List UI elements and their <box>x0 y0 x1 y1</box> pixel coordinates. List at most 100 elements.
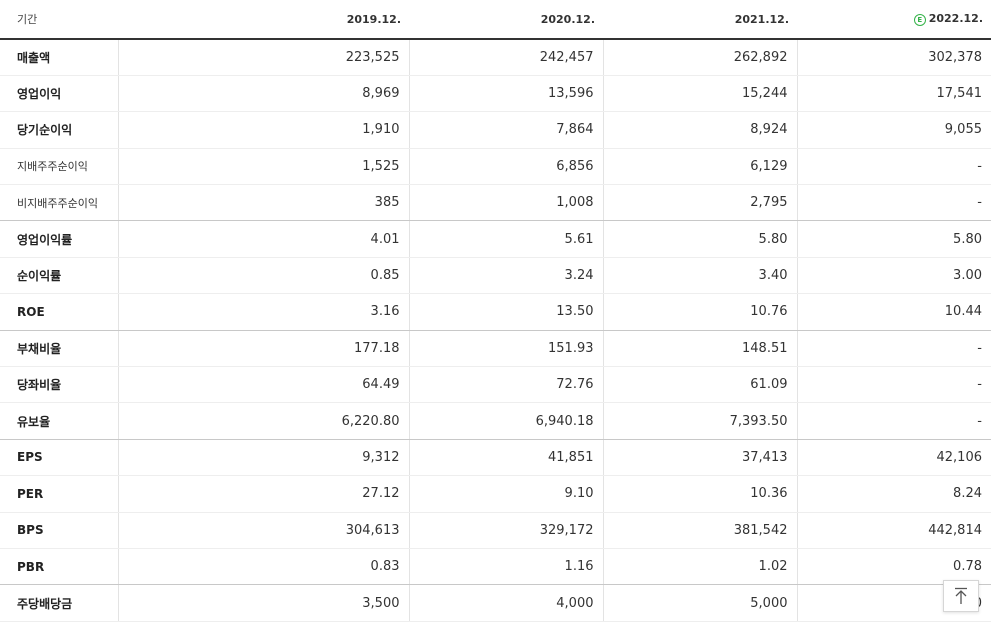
table-cell: 6,856 <box>409 148 604 186</box>
table-cell: 13,596 <box>409 75 604 113</box>
table-cell: 3.00 <box>797 257 991 295</box>
table-cell: 61.09 <box>603 366 798 404</box>
row-label-quick-ratio: 당좌비율 <box>0 366 119 404</box>
table-cell: 304,613 <box>118 512 410 549</box>
table-cell: 10.76 <box>603 293 798 331</box>
table-row: ROE 3.16 13.50 10.76 10.44 <box>0 293 991 331</box>
table-cell: 5.80 <box>603 220 798 258</box>
row-label-operating-profit: 영업이익 <box>0 75 119 113</box>
table-row: 영업이익률 4.01 5.61 5.80 5.80 <box>0 220 991 258</box>
table-cell: 1,525 <box>118 148 410 186</box>
row-label-dividend-per-share: 주당배당금 <box>0 584 119 622</box>
table-row: EPS 9,312 41,851 37,413 42,106 <box>0 439 991 477</box>
table-cell: 9,312 <box>118 439 410 477</box>
table-row: 영업이익 8,969 13,596 15,244 17,541 <box>0 75 991 113</box>
column-header-label: 2022.12. <box>928 12 983 25</box>
table-cell: 37,413 <box>603 439 798 477</box>
table-cell: 223,525 <box>118 39 410 76</box>
table-cell: 302,378 <box>797 39 991 76</box>
table-cell: 1,008 <box>409 184 604 222</box>
table-cell: 17,541 <box>797 75 991 113</box>
table-cell: 1,910 <box>118 111 410 149</box>
table-row: PBR 0.83 1.16 1.02 0.78 <box>0 548 991 586</box>
column-header-2021: 2021.12. <box>603 0 797 40</box>
row-label-noncontrolling-net-income: 비지배주주순이익 <box>0 184 119 222</box>
table-cell: - <box>797 330 991 368</box>
period-header: 기간 <box>0 0 118 40</box>
table-cell: 6,220.80 <box>118 402 410 440</box>
table-cell: 329,172 <box>409 512 604 549</box>
table-cell: 8.24 <box>797 475 991 513</box>
column-header-label: 2019.12. <box>346 12 401 26</box>
table-cell: 0.85 <box>118 257 410 295</box>
table-cell: 41,851 <box>409 439 604 477</box>
table-row: 부채비율 177.18 151.93 148.51 - <box>0 330 991 368</box>
row-label-bps: BPS <box>0 512 119 549</box>
table-row: 당좌비율 64.49 72.76 61.09 - <box>0 366 991 404</box>
table-cell: 6,940.18 <box>409 402 604 440</box>
table-cell: 13.50 <box>409 293 604 331</box>
row-label-eps: EPS <box>0 439 119 477</box>
table-cell: 9,055 <box>797 111 991 149</box>
row-label-roe: ROE <box>0 293 119 331</box>
column-header-label: 2021.12. <box>734 12 789 26</box>
table-row: 당기순이익 1,910 7,864 8,924 9,055 <box>0 111 991 149</box>
table-cell: 64.49 <box>118 366 410 404</box>
table-cell: 3.24 <box>409 257 604 295</box>
table-cell: 6,129 <box>603 148 798 186</box>
table-cell: 8,924 <box>603 111 798 149</box>
table-cell: 3.16 <box>118 293 410 331</box>
table-row: 주당배당금 3,500 4,000 5,000 5,000 <box>0 584 991 622</box>
row-label-operating-margin: 영업이익률 <box>0 220 119 258</box>
row-label-controlling-net-income: 지배주주순이익 <box>0 148 119 186</box>
table-cell: 15,244 <box>603 75 798 113</box>
table-cell: 262,892 <box>603 39 798 76</box>
table-cell: 442,814 <box>797 512 991 549</box>
column-header-2020: 2020.12. <box>409 0 603 40</box>
row-label-net-income: 당기순이익 <box>0 111 119 149</box>
table-cell: 177.18 <box>118 330 410 368</box>
table-cell: 151.93 <box>409 330 604 368</box>
table-row: 비지배주주순이익 385 1,008 2,795 - <box>0 184 991 222</box>
table-row: 유보율 6,220.80 6,940.18 7,393.50 - <box>0 402 991 440</box>
arrow-up-icon <box>955 587 967 604</box>
scroll-to-top-button[interactable] <box>943 580 979 612</box>
table-cell: - <box>797 402 991 440</box>
table-row: BPS 304,613 329,172 381,542 442,814 <box>0 512 991 549</box>
table-header-row: 기간 2019.12. 2020.12. 2021.12. E 2022.12. <box>0 0 991 40</box>
table-cell: 9.10 <box>409 475 604 513</box>
table-cell: 4,000 <box>409 584 604 622</box>
estimate-badge-icon: E <box>913 14 926 26</box>
table-cell: 385 <box>118 184 410 222</box>
table-cell: 27.12 <box>118 475 410 513</box>
table-cell: 7,393.50 <box>603 402 798 440</box>
table-cell: 3,500 <box>118 584 410 622</box>
table-cell: 7,864 <box>409 111 604 149</box>
column-header-2022-estimate: E 2022.12. <box>797 0 991 40</box>
table-cell: 4.01 <box>118 220 410 258</box>
table-cell: 42,106 <box>797 439 991 477</box>
table-row: 매출액 223,525 242,457 262,892 302,378 <box>0 39 991 76</box>
table-cell: 0.78 <box>797 548 991 586</box>
table-cell: 8,969 <box>118 75 410 113</box>
row-label-reserve-ratio: 유보율 <box>0 402 119 440</box>
row-label-per: PER <box>0 475 119 513</box>
table-cell: 72.76 <box>409 366 604 404</box>
row-label-pbr: PBR <box>0 548 119 586</box>
table-cell: 3.40 <box>603 257 798 295</box>
table-cell: 2,795 <box>603 184 798 222</box>
table-cell: 148.51 <box>603 330 798 368</box>
table-cell: 5,000 <box>603 584 798 622</box>
column-header-label: 2020.12. <box>540 12 595 26</box>
row-label-debt-ratio: 부채비율 <box>0 330 119 368</box>
table-cell: 10.44 <box>797 293 991 331</box>
table-cell: 5.61 <box>409 220 604 258</box>
table-cell: 10.36 <box>603 475 798 513</box>
table-cell: 381,542 <box>603 512 798 549</box>
table-row: 지배주주순이익 1,525 6,856 6,129 - <box>0 148 991 186</box>
table-cell: 1.02 <box>603 548 798 586</box>
table-cell: 5.80 <box>797 220 991 258</box>
table-cell: 1.16 <box>409 548 604 586</box>
column-header-2019: 2019.12. <box>118 0 409 40</box>
